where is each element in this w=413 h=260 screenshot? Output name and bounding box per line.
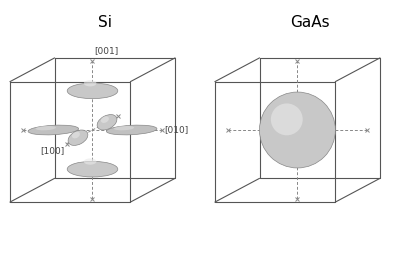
Circle shape bbox=[259, 92, 335, 168]
Text: [001]: [001] bbox=[94, 46, 119, 55]
Ellipse shape bbox=[28, 125, 78, 135]
Ellipse shape bbox=[83, 158, 96, 165]
Ellipse shape bbox=[101, 116, 109, 123]
Ellipse shape bbox=[67, 83, 118, 99]
Ellipse shape bbox=[67, 161, 118, 177]
Text: [010]: [010] bbox=[164, 126, 188, 134]
Ellipse shape bbox=[72, 132, 80, 138]
Ellipse shape bbox=[68, 130, 88, 145]
Title: Si: Si bbox=[97, 15, 111, 30]
Ellipse shape bbox=[97, 115, 116, 130]
Ellipse shape bbox=[83, 80, 96, 86]
Ellipse shape bbox=[36, 126, 56, 130]
Ellipse shape bbox=[106, 125, 157, 135]
Text: [100]: [100] bbox=[40, 146, 65, 155]
Ellipse shape bbox=[114, 126, 134, 130]
Title: GaAs: GaAs bbox=[289, 15, 328, 30]
Circle shape bbox=[270, 103, 302, 135]
